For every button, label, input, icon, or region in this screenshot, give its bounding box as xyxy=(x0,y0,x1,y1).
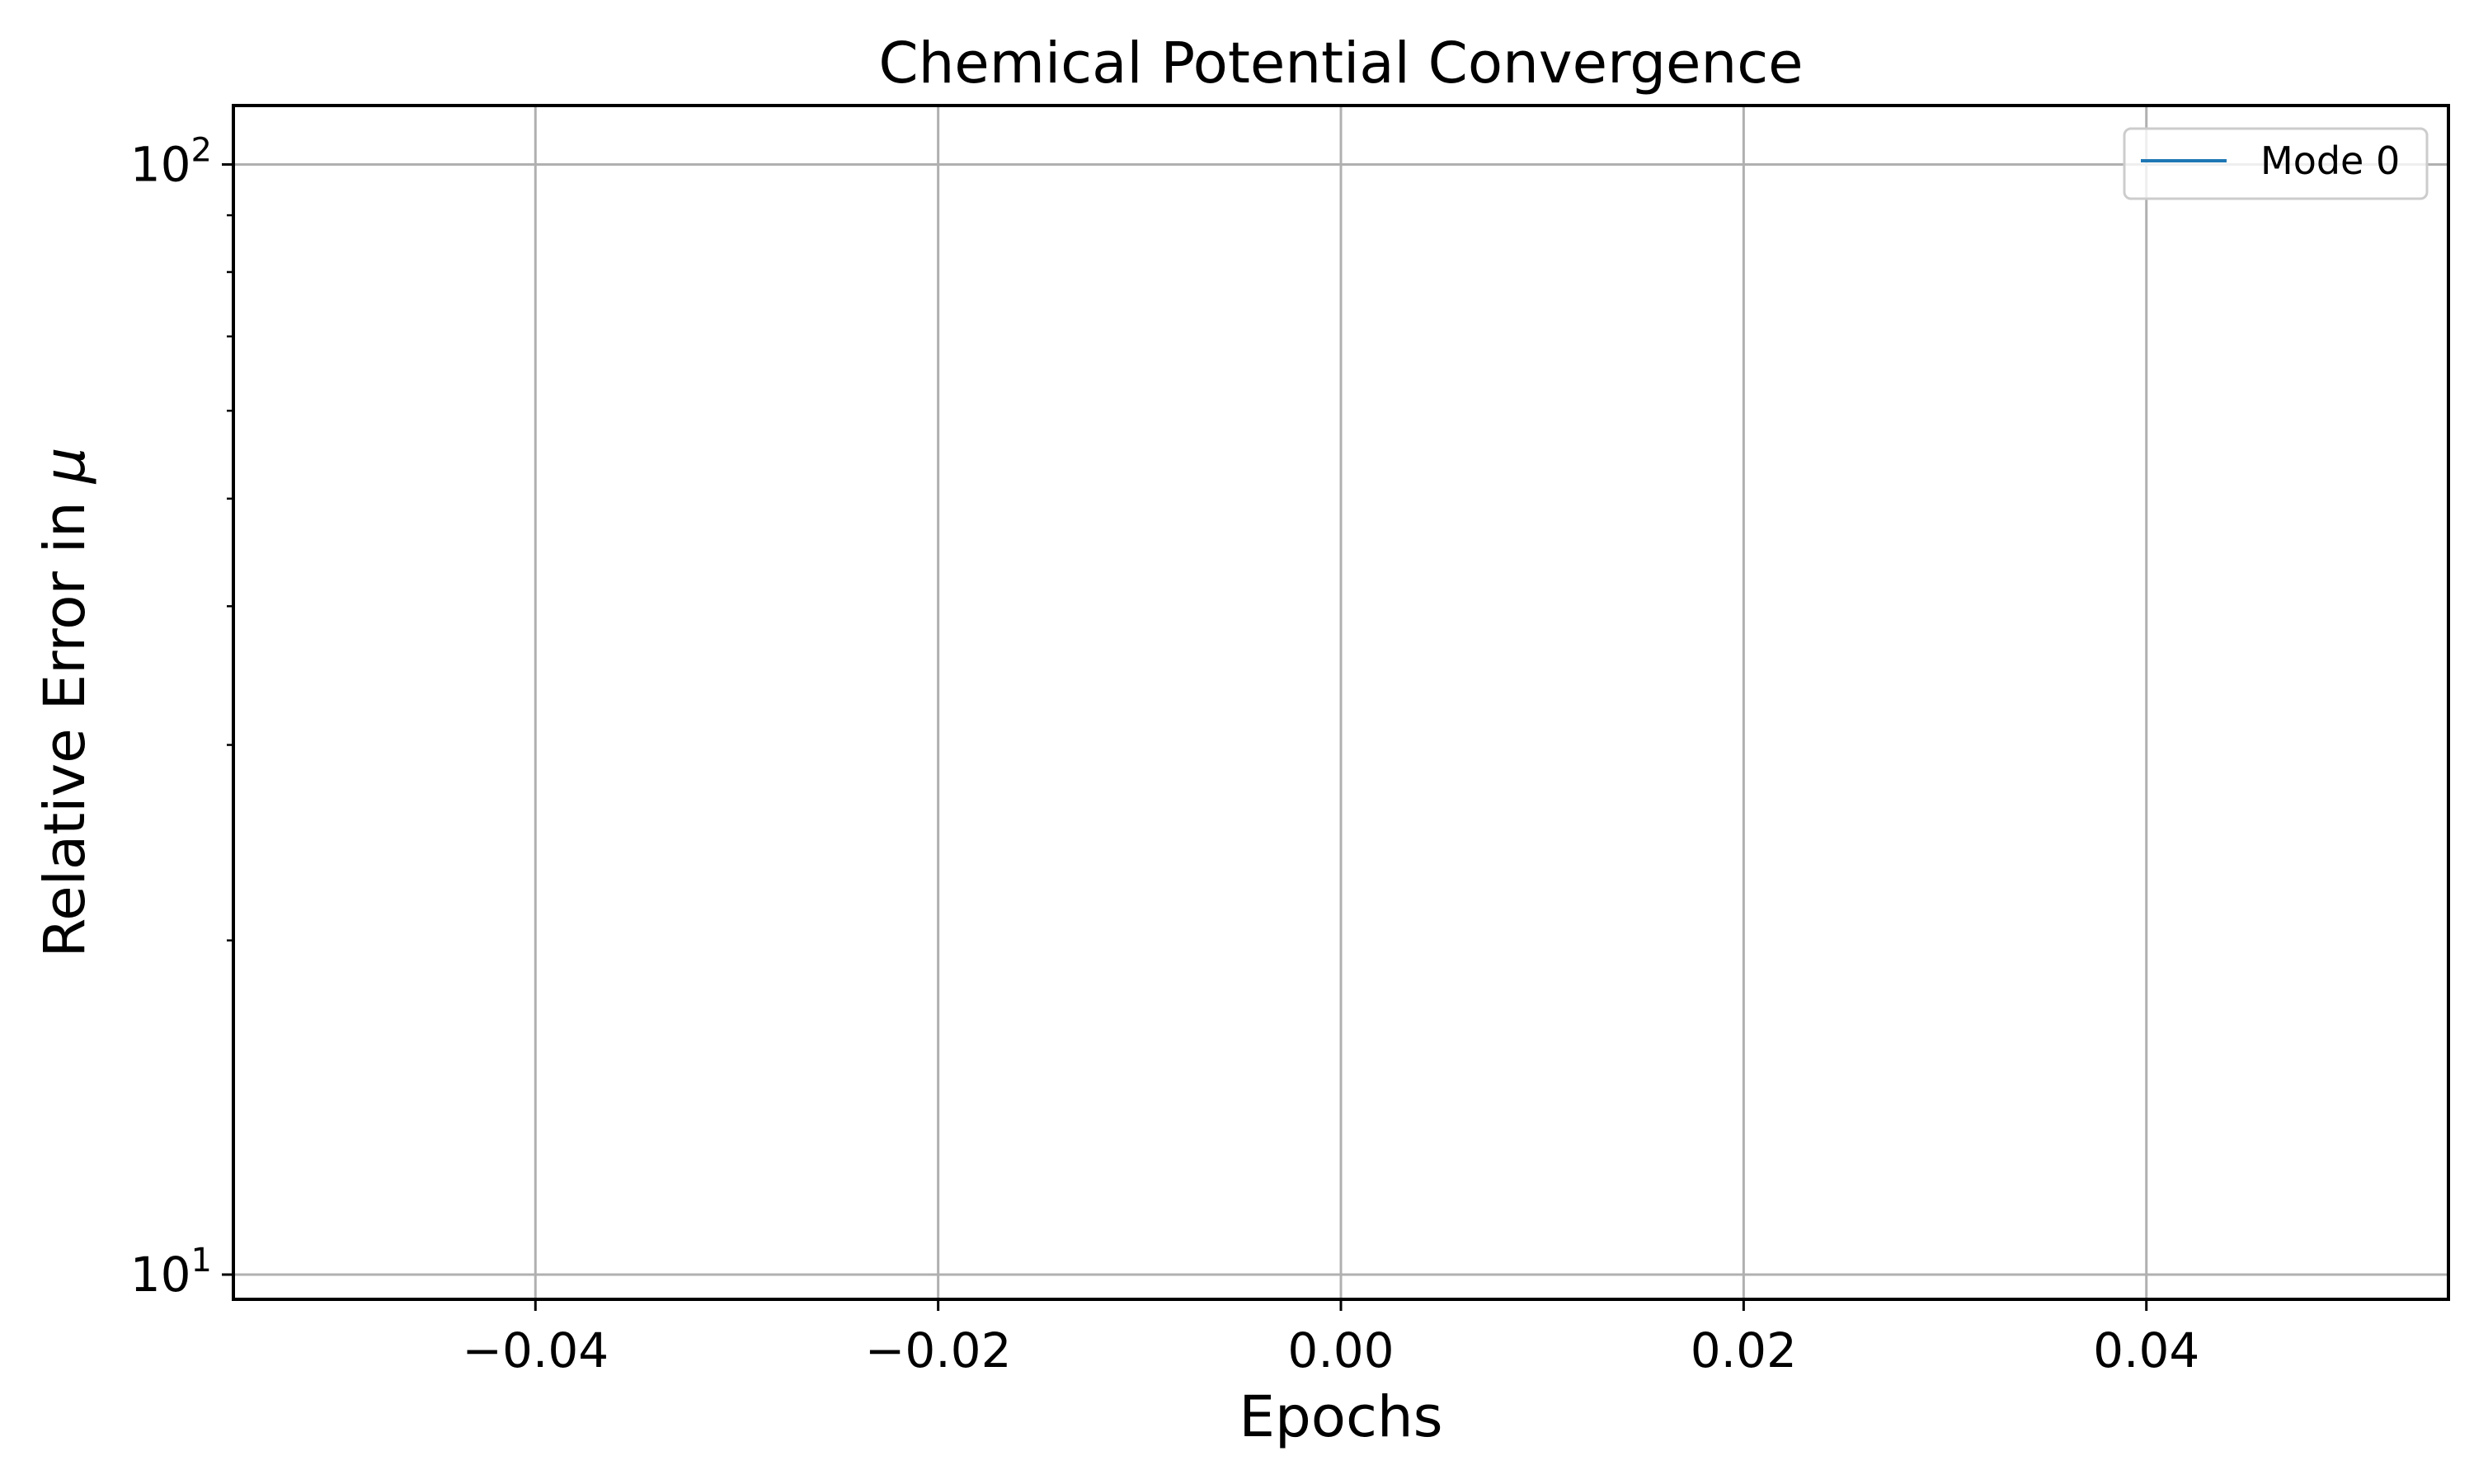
legend-label-mode-0: Mode 0 xyxy=(2260,139,2400,183)
x-tick-label: −0.02 xyxy=(865,1322,1012,1378)
y-tick-label: 102 xyxy=(130,131,212,192)
x-tick-label: 0.00 xyxy=(1287,1322,1394,1378)
y-axis-label: Relative Error in μ xyxy=(32,447,98,957)
y-tick-exponent: 2 xyxy=(191,131,212,169)
x-axis-ticks: −0.04 −0.02 0.00 0.02 0.04 xyxy=(462,1299,2199,1378)
y-tick-exponent: 1 xyxy=(191,1242,212,1280)
y-tick-base: 10 xyxy=(130,136,191,192)
legend-box xyxy=(2123,127,2429,200)
grid-lines xyxy=(233,106,2448,1299)
y-tick-label: 101 xyxy=(130,1242,212,1303)
legend: Mode 0 xyxy=(2123,127,2429,200)
x-tick-label: 0.02 xyxy=(1691,1322,1797,1378)
x-axis-label: Epochs xyxy=(1239,1384,1442,1450)
chart-title: Chemical Potential Convergence xyxy=(878,31,1803,96)
x-tick-label: 0.04 xyxy=(2093,1322,2199,1378)
y-tick-base: 10 xyxy=(130,1247,191,1303)
x-tick-label: −0.04 xyxy=(462,1322,609,1378)
y-axis-label-prefix: Relative Error in xyxy=(32,483,98,957)
y-axis-label-symbol: μ xyxy=(32,447,98,484)
